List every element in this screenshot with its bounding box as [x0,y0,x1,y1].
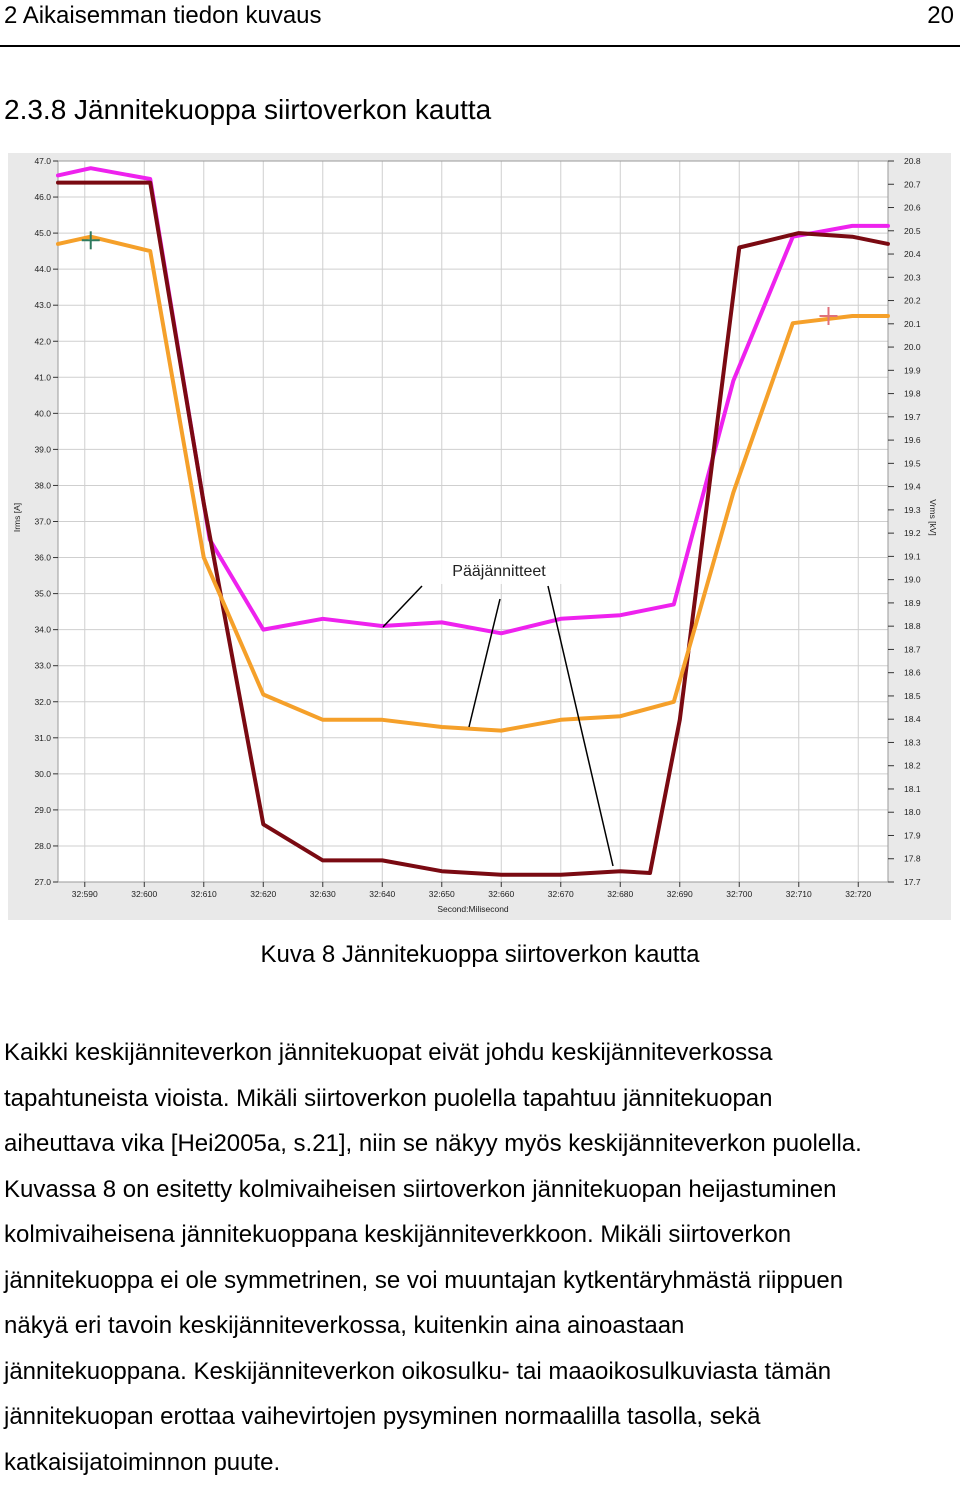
y-left-axis-label: Irms [A] [12,503,22,532]
y-right-tick-label: 19.3 [904,505,921,515]
y-right-tick-label: 18.0 [904,807,921,817]
page-number: 20 [927,2,954,30]
y-left-tick-label: 47.0 [34,156,51,166]
y-right-tick-label: 18.9 [904,598,921,608]
y-left-tick-label: 42.0 [34,336,51,346]
y-right-tick-label: 18.6 [904,668,921,678]
y-right-tick-label: 18.2 [904,761,921,771]
y-right-tick-label: 20.0 [904,342,921,352]
body-line: kolmivaiheisena jännitekuoppana keskijän… [4,1212,956,1258]
figure-chart: 47.0 46.0 45.0 44.0 43.0 42.0 41.0 40.0 39.0 38.0… [8,153,951,920]
x-tick-label: 32:590 [72,889,98,899]
header-rule [0,45,960,47]
y-right-tick-label: 19.9 [904,365,921,375]
y-right-tick-label: 18.3 [904,737,921,747]
x-tick-label: 32:650 [429,889,455,899]
y-right-tick-label: 20.6 [904,203,921,213]
y-left-tick-label: 28.0 [34,841,51,851]
chapter-title: 2 Aikaisemman tiedon kuvaus [4,2,322,30]
y-right-tick-label: 18.1 [904,784,921,794]
y-right-tick-label: 19.1 [904,551,921,561]
y-left-tick-label: 34.0 [34,625,51,635]
y-left-tick-label: 37.0 [34,517,51,527]
y-left-tick-label: 39.0 [34,444,51,454]
y-left-tick-label: 44.0 [34,264,51,274]
y-left-tick-label: 33.0 [34,661,51,671]
y-right-tick-label: 18.8 [904,621,921,631]
x-tick-label: 32:610 [191,889,217,899]
body-line: tapahtuneista vioista. Mikäli siirtoverk… [4,1076,956,1122]
y-right-tick-label: 20.3 [904,272,921,282]
y-right-tick-label: 20.1 [904,319,921,329]
line-chart: 47.0 46.0 45.0 44.0 43.0 42.0 41.0 40.0 39.0 38.0… [8,153,951,920]
y-left-tick-label: 31.0 [34,733,51,743]
y-right-tick-label: 17.9 [904,830,921,840]
x-axis-label: Second:Milisecond [437,904,509,914]
section-heading: 2.3.8 Jännitekuoppa siirtoverkon kautta [4,94,491,126]
body-line: näkyä eri tavoin keskijänniteverkossa, k… [4,1303,956,1349]
y-right-tick-label: 20.8 [904,156,921,166]
body-paragraph: Kaikki keskijänniteverkon jännitekuopat … [4,1030,956,1485]
y-right-tick-label: 19.6 [904,435,921,445]
y-right-tick-label: 20.2 [904,296,921,306]
y-left-tick-label: 41.0 [34,372,51,382]
body-line: Kaikki keskijänniteverkon jännitekuopat … [4,1030,956,1076]
body-line: aiheuttava vika [Hei2005a, s.21], niin s… [4,1121,956,1167]
x-tick-label: 32:640 [369,889,395,899]
body-line: Kuvassa 8 on esitetty kolmivaiheisen sii… [4,1167,956,1213]
y-right-tick-label: 18.5 [904,691,921,701]
y-left-tick-label: 29.0 [34,805,51,815]
y-right-tick-label: 17.7 [904,877,921,887]
y-left-tick-label: 36.0 [34,553,51,563]
y-right-tick-label: 19.2 [904,528,921,538]
y-left-tick-label: 27.0 [34,877,51,887]
x-tick-label: 32:700 [726,889,752,899]
annotation-label: Pääjännitteet [452,563,546,580]
body-line: jännitekuoppana. Keskijänniteverkon oiko… [4,1349,956,1395]
x-tick-label: 32:630 [310,889,336,899]
y-right-tick-label: 18.4 [904,714,921,724]
y-right-tick-label: 20.5 [904,226,921,236]
y-right-tick-label: 19.0 [904,575,921,585]
y-left-tick-label: 45.0 [34,228,51,238]
x-tick-label: 32:690 [667,889,693,899]
y-left-tick-label: 43.0 [34,300,51,310]
y-right-tick-label: 19.8 [904,389,921,399]
y-left-tick-label: 30.0 [34,769,51,779]
y-left-tick-label: 38.0 [34,480,51,490]
y-right-tick-label: 20.4 [904,249,921,259]
page-header: 2 Aikaisemman tiedon kuvaus 20 [0,0,960,48]
x-tick-label: 32:620 [250,889,276,899]
y-left-tick-label: 35.0 [34,589,51,599]
body-line: katkaisijatoiminnon puute. [4,1440,956,1485]
body-line: jännitekuopan erottaa vaihevirtojen pysy… [4,1394,956,1440]
y-left-tick-label: 32.0 [34,697,51,707]
x-tick-label: 32:680 [607,889,633,899]
y-right-tick-label: 18.7 [904,644,921,654]
x-tick-label: 32:710 [786,889,812,899]
x-tick-label: 32:660 [488,889,514,899]
y-right-tick-label: 19.7 [904,412,921,422]
x-tick-label: 32:670 [548,889,574,899]
y-right-tick-label: 19.5 [904,458,921,468]
y-right-tick-label: 20.7 [904,179,921,189]
y-right-tick-label: 17.8 [904,854,921,864]
x-tick-label: 32:600 [131,889,157,899]
y-left-tick-label: 40.0 [34,408,51,418]
figure-caption: Kuva 8 Jännitekuoppa siirtoverkon kautta [0,941,960,969]
y-left-tick-label: 46.0 [34,192,51,202]
x-tick-label: 32:720 [845,889,871,899]
body-line: jännitekuoppa ei ole symmetrinen, se voi… [4,1258,956,1304]
y-right-tick-label: 19.4 [904,482,921,492]
y-right-axis-label: Vrms [kV] [928,499,938,536]
